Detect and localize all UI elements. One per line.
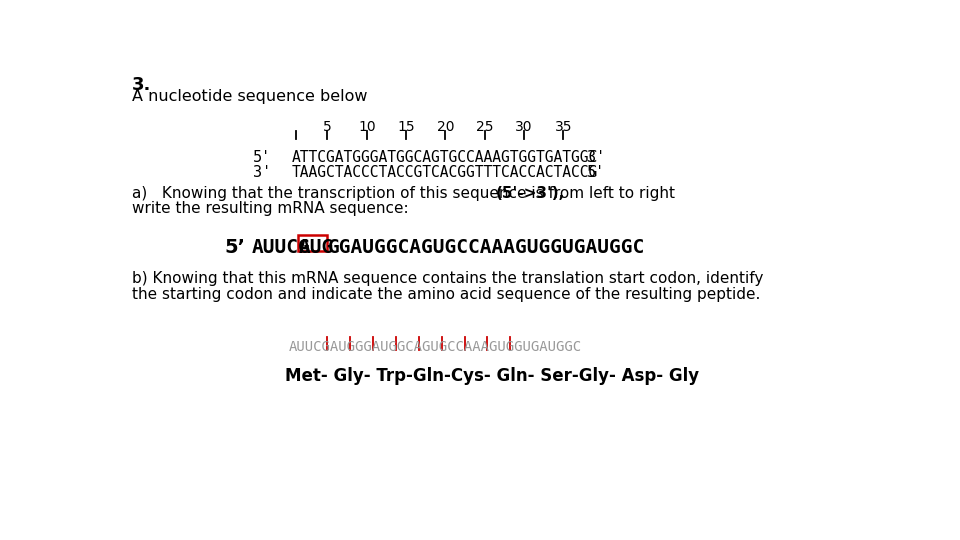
Text: GGAUGGCAGUGCCAAAGUGGUGAUGGC: GGAUGGCAGUGCCAAAGUGGUGAUGGC [327, 238, 645, 257]
Text: 15: 15 [397, 120, 415, 134]
Text: 3.: 3. [132, 76, 151, 93]
Text: 35: 35 [555, 120, 572, 134]
Text: 5': 5' [587, 165, 605, 180]
Text: AUG: AUG [299, 238, 334, 257]
Text: AUUCGAUGGGAUGGCAGUGCCAAAGUGGUGAUGGC: AUUCGAUGGGAUGGCAGUGCCAAAGUGGUGAUGGC [289, 340, 582, 354]
Text: Met- Gly- Trp-Gln-Cys- Gln- Ser-Gly- Asp- Gly: Met- Gly- Trp-Gln-Cys- Gln- Ser-Gly- Asp… [285, 367, 699, 384]
Text: 3': 3' [252, 165, 271, 180]
Text: b) Knowing that this mRNA sequence contains the translation start codon, identif: b) Knowing that this mRNA sequence conta… [132, 271, 763, 286]
Text: ATTCGATGGGATGGCAGTGCCAAAGTGGTGATGGC: ATTCGATGGGATGGCAGTGCCAAAGTGGTGATGGC [292, 150, 598, 165]
Text: write the resulting mRNA sequence:: write the resulting mRNA sequence: [132, 201, 408, 216]
Text: the starting codon and indicate the amino acid sequence of the resulting peptide: the starting codon and indicate the amin… [132, 287, 760, 301]
Text: 25: 25 [476, 120, 493, 134]
Bar [299, 235, 327, 251]
Text: 10: 10 [358, 120, 375, 134]
Text: 5': 5' [252, 150, 271, 165]
Text: 5: 5 [324, 120, 332, 134]
Text: (5'->3'),: (5'->3'), [495, 186, 564, 201]
Text: A nucleotide sequence below: A nucleotide sequence below [132, 90, 367, 104]
Text: TAAGCTACCCTACCGTCACGGTTTCACCACTACCG: TAAGCTACCCTACCGTCACGGTTTCACCACTACCG [292, 165, 598, 180]
Text: 30: 30 [516, 120, 533, 134]
Text: 20: 20 [437, 120, 454, 134]
Text: 5’: 5’ [225, 238, 246, 257]
Text: AUUCG: AUUCG [252, 238, 310, 257]
Text: 3': 3' [587, 150, 605, 165]
Text: a)   Knowing that the transcription of this sequence is from left to right: a) Knowing that the transcription of thi… [132, 186, 684, 201]
